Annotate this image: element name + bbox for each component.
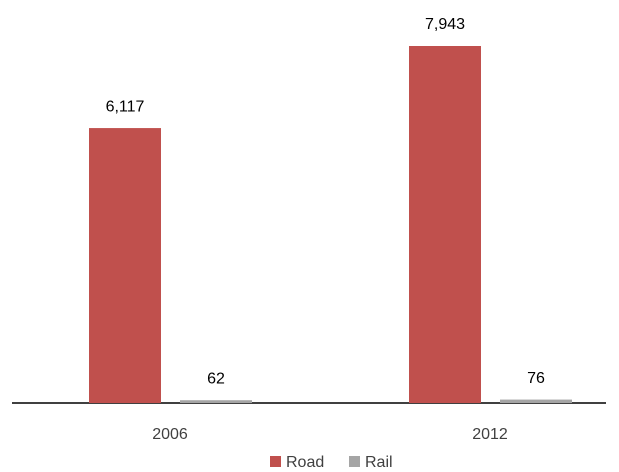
bar	[500, 399, 572, 403]
legend-label: Rail	[365, 454, 393, 471]
legend-swatch	[270, 456, 281, 467]
data-label: 76	[527, 370, 545, 387]
legend-label: Road	[286, 454, 324, 471]
x-tick-label: 2006	[152, 426, 188, 443]
data-label: 7,943	[425, 16, 465, 33]
x-tick-label: 2012	[472, 426, 508, 443]
bar	[180, 400, 252, 403]
data-label: 62	[207, 370, 225, 387]
bar	[89, 128, 161, 403]
bar	[409, 46, 481, 403]
data-label: 6,117	[106, 98, 145, 115]
legend-swatch	[349, 456, 360, 467]
